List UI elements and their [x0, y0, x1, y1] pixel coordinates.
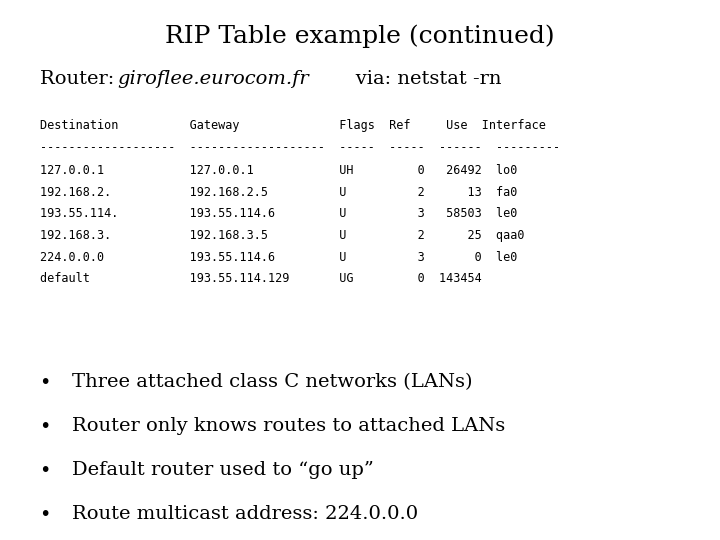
Text: 127.0.0.1            127.0.0.1            UH         0   26492  lo0: 127.0.0.1 127.0.0.1 UH 0 26492 lo0 [40, 164, 517, 177]
Text: •: • [40, 461, 51, 480]
Text: 192.168.2.           192.168.2.5          U          2      13  fa0: 192.168.2. 192.168.2.5 U 2 13 fa0 [40, 186, 517, 199]
Text: Default router used to “go up”: Default router used to “go up” [72, 461, 374, 479]
Text: Three attached class C networks (LANs): Three attached class C networks (LANs) [72, 373, 472, 390]
Text: Route multicast address: 224.0.0.0: Route multicast address: 224.0.0.0 [72, 505, 418, 523]
Text: RIP Table example (continued): RIP Table example (continued) [165, 24, 555, 48]
Text: Router only knows routes to attached LANs: Router only knows routes to attached LAN… [72, 417, 505, 435]
Text: 193.55.114.          193.55.114.6         U          3   58503  le0: 193.55.114. 193.55.114.6 U 3 58503 le0 [40, 207, 517, 220]
Text: default              193.55.114.129       UG         0  143454: default 193.55.114.129 UG 0 143454 [40, 272, 482, 285]
Text: Router:: Router: [40, 70, 120, 88]
Text: •: • [40, 373, 51, 392]
Text: giroflee.eurocom.fr: giroflee.eurocom.fr [117, 70, 309, 88]
Text: •: • [40, 505, 51, 524]
Text: 224.0.0.0            193.55.114.6         U          3       0  le0: 224.0.0.0 193.55.114.6 U 3 0 le0 [40, 251, 517, 264]
Text: via: netstat -rn: via: netstat -rn [337, 70, 501, 88]
Text: Destination          Gateway              Flags  Ref     Use  Interface: Destination Gateway Flags Ref Use Interf… [40, 119, 546, 132]
Text: •: • [40, 417, 51, 436]
Text: 192.168.3.           192.168.3.5          U          2      25  qaa0: 192.168.3. 192.168.3.5 U 2 25 qaa0 [40, 229, 524, 242]
Text: -------------------  -------------------  -----  -----  ------  ---------: ------------------- ------------------- … [40, 141, 559, 154]
